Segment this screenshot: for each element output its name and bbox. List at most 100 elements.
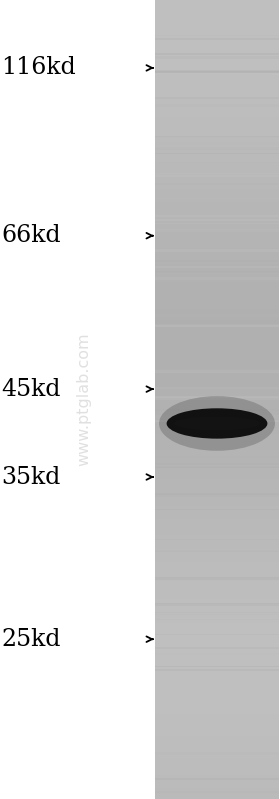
Bar xyxy=(155,637,279,639)
Bar xyxy=(155,70,279,72)
Bar xyxy=(155,101,279,104)
Bar xyxy=(155,338,279,341)
Bar xyxy=(155,344,279,346)
Bar xyxy=(155,749,279,751)
Bar xyxy=(155,577,279,580)
Bar xyxy=(155,543,279,546)
Bar xyxy=(155,549,279,551)
Bar xyxy=(155,74,279,78)
Bar xyxy=(155,471,279,474)
Bar xyxy=(155,381,279,384)
Bar xyxy=(155,245,279,248)
Bar xyxy=(155,38,279,40)
Bar xyxy=(155,88,279,90)
Bar xyxy=(155,402,279,405)
Bar xyxy=(155,578,279,581)
Bar xyxy=(155,46,279,48)
Bar xyxy=(155,161,279,163)
Bar xyxy=(155,737,279,741)
Bar xyxy=(155,271,279,272)
Bar xyxy=(155,324,279,328)
Bar xyxy=(155,653,279,655)
Bar xyxy=(155,655,279,658)
Bar xyxy=(155,554,279,557)
Bar xyxy=(155,229,279,230)
Bar xyxy=(155,229,279,232)
Bar xyxy=(155,170,279,173)
Text: 25kd: 25kd xyxy=(1,628,61,650)
Bar xyxy=(155,346,279,349)
Bar xyxy=(155,645,279,647)
Bar xyxy=(155,22,279,24)
Bar xyxy=(155,634,279,635)
Bar xyxy=(155,753,279,757)
Bar xyxy=(155,352,279,354)
Bar xyxy=(155,136,279,138)
Bar xyxy=(155,240,279,242)
Bar xyxy=(155,493,279,495)
Bar xyxy=(155,18,279,22)
Bar xyxy=(155,317,279,320)
Bar xyxy=(155,56,279,58)
Bar xyxy=(155,703,279,706)
Bar xyxy=(155,615,279,618)
Bar xyxy=(155,168,279,170)
Bar xyxy=(155,274,279,277)
Bar xyxy=(155,40,279,42)
Bar xyxy=(155,456,279,459)
Bar xyxy=(155,474,279,477)
Bar xyxy=(155,104,279,107)
Bar xyxy=(155,48,279,50)
Bar xyxy=(155,189,279,192)
Bar xyxy=(155,269,279,272)
Text: 66kd: 66kd xyxy=(1,225,61,247)
Bar xyxy=(155,461,279,463)
Bar xyxy=(155,567,279,570)
Bar xyxy=(155,599,279,602)
Bar xyxy=(155,706,279,709)
Bar xyxy=(155,717,279,719)
Bar xyxy=(155,551,279,552)
Bar xyxy=(155,405,279,407)
Bar xyxy=(155,62,279,64)
Bar xyxy=(155,466,279,469)
Bar xyxy=(155,442,279,445)
Bar xyxy=(155,420,279,422)
Bar xyxy=(155,677,279,679)
Bar xyxy=(155,611,279,613)
Bar xyxy=(155,426,279,429)
Bar xyxy=(155,605,279,606)
Bar xyxy=(155,80,279,82)
Bar xyxy=(155,626,279,629)
Bar xyxy=(155,197,279,200)
Bar xyxy=(155,533,279,535)
Bar xyxy=(155,370,279,373)
Bar xyxy=(155,183,279,185)
Bar xyxy=(155,397,279,400)
Bar xyxy=(155,173,279,174)
Bar xyxy=(155,714,279,717)
Bar xyxy=(155,215,279,217)
Bar xyxy=(155,642,279,645)
Bar xyxy=(155,200,279,202)
Bar xyxy=(155,482,279,485)
Bar xyxy=(155,736,279,738)
Bar xyxy=(155,280,279,282)
Bar xyxy=(155,296,279,298)
Bar xyxy=(155,282,279,285)
Bar xyxy=(155,477,279,479)
Bar xyxy=(155,693,279,695)
Bar xyxy=(155,517,279,519)
Bar xyxy=(155,365,279,368)
Bar xyxy=(155,671,279,674)
Bar xyxy=(155,176,279,178)
Bar xyxy=(155,614,279,615)
Bar xyxy=(155,551,279,554)
Bar xyxy=(155,669,279,671)
Bar xyxy=(155,277,279,280)
Bar xyxy=(155,362,279,365)
Bar xyxy=(155,146,279,149)
Bar xyxy=(155,653,279,655)
Bar xyxy=(155,312,279,314)
Bar xyxy=(155,109,279,112)
